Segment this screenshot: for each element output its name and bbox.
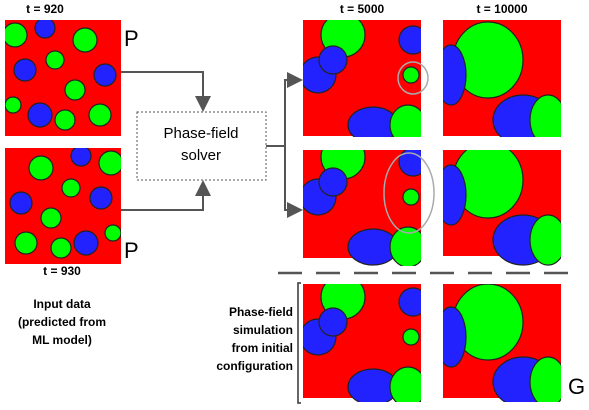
marker: P — [124, 26, 139, 51]
marker: P — [124, 238, 139, 263]
time-label: t = 920 — [26, 2, 64, 16]
caption: ML model) — [32, 333, 92, 347]
figure: t = 920 P P t = 930 Input data (predicte… — [0, 0, 589, 405]
caption: Phase-field — [229, 305, 293, 319]
caption: Input data — [33, 297, 91, 311]
time-label: t = 930 — [43, 264, 81, 278]
time-label: t = 5000 — [340, 2, 385, 16]
marker: G — [568, 374, 585, 399]
caption: configuration — [216, 359, 293, 373]
caption: (predicted from — [18, 315, 106, 329]
solver-label: solver — [181, 147, 221, 164]
time-label: t = 10000 — [476, 2, 527, 16]
bracket — [298, 283, 301, 403]
caption: from initial — [232, 341, 293, 355]
caption: simulation — [233, 323, 293, 337]
solver-label: Phase-field — [163, 125, 238, 142]
